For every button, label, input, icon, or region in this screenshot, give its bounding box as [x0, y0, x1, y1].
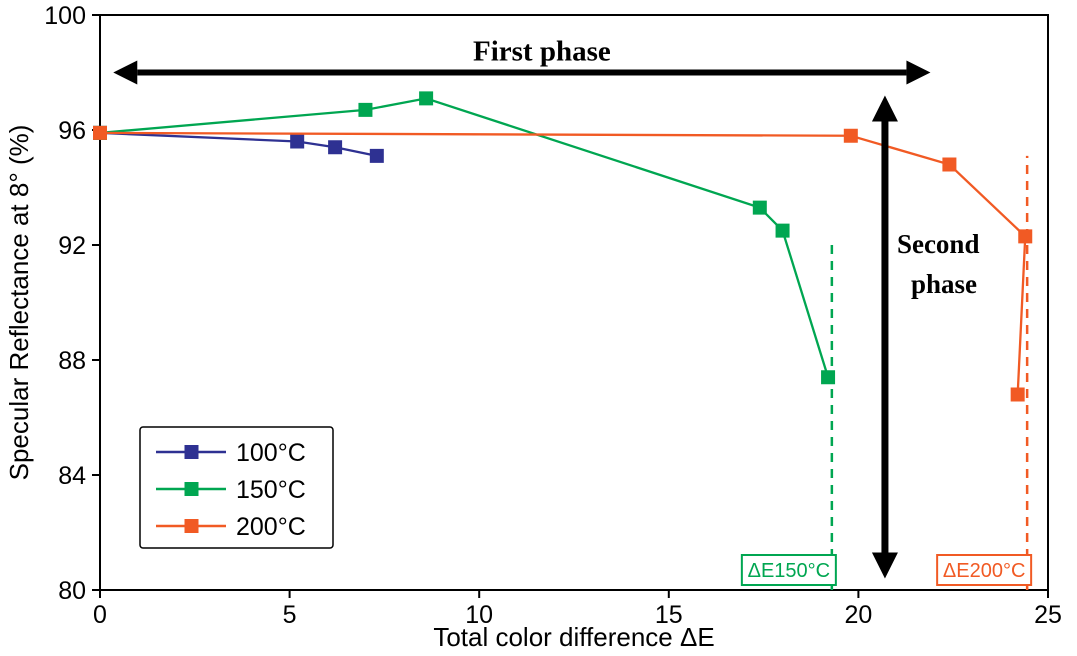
- refline-label-frame: [936, 554, 1033, 586]
- data-point-marker: [942, 157, 957, 172]
- y-tick-label: 100: [44, 2, 86, 30]
- legend-marker: [184, 445, 199, 459]
- x-tick-label: 0: [93, 601, 107, 629]
- refline-label-box-1: ΔE200°C: [936, 554, 1033, 586]
- x-axis-title: Total color difference ΔE: [433, 622, 714, 652]
- series-200C: [93, 125, 1033, 402]
- data-point-marker: [1010, 387, 1025, 402]
- y-tick-label: 92: [58, 232, 86, 260]
- second-phase-arrow-arrowhead: [871, 95, 898, 122]
- data-point-marker: [369, 148, 384, 163]
- y-tick-label: 88: [58, 347, 86, 375]
- series-line: [99, 131, 378, 158]
- first-phase-arrow-arrowhead: [906, 60, 931, 85]
- x-tick-label: 15: [655, 601, 683, 629]
- data-point-marker: [358, 102, 373, 117]
- data-point-marker: [93, 125, 107, 140]
- legend: 100°C 150°C 200°C: [139, 426, 334, 549]
- y-tick-label: 96: [58, 117, 86, 145]
- data-point-marker: [1018, 229, 1033, 244]
- refline-label-text: ΔE150°C: [748, 560, 831, 582]
- refline-label-box-0: ΔE150°C: [740, 554, 837, 586]
- legend-label: 150°C: [236, 476, 306, 504]
- x-tick-label: 10: [465, 601, 493, 629]
- x-tick-label: 20: [844, 601, 872, 629]
- refline-label-frame: [740, 554, 837, 586]
- data-point-marker: [821, 370, 836, 385]
- legend-marker: [184, 519, 199, 533]
- data-point-marker: [419, 91, 434, 106]
- data-point-marker: [843, 128, 858, 143]
- x-tick-label: 25: [1034, 601, 1062, 629]
- second-phase-label-line2: phase: [911, 269, 977, 299]
- legend-label: 200°C: [236, 513, 306, 541]
- data-point-marker: [328, 140, 343, 155]
- y-tick-label: 80: [58, 577, 86, 605]
- first-phase-annotation: First phase: [113, 36, 931, 85]
- second-phase-annotation: Second phase: [871, 95, 980, 579]
- legend-marker: [184, 482, 199, 496]
- data-point-marker: [752, 200, 767, 215]
- first-phase-label: First phase: [473, 36, 611, 68]
- series-line: [99, 97, 830, 378]
- x-tick-label: 5: [283, 601, 297, 629]
- second-phase-label-line1: Second: [897, 229, 980, 259]
- y-tick-label: 84: [58, 462, 86, 490]
- y-axis-title: Specular Reflectance at 8° (%): [4, 125, 34, 481]
- refline-label-text: ΔE200°C: [943, 560, 1026, 582]
- data-point-marker: [775, 223, 790, 238]
- data-point-marker: [290, 134, 305, 149]
- legend-label: 100°C: [236, 439, 306, 467]
- first-phase-arrow-arrowhead: [113, 60, 138, 85]
- second-phase-arrow-arrowhead: [871, 552, 898, 579]
